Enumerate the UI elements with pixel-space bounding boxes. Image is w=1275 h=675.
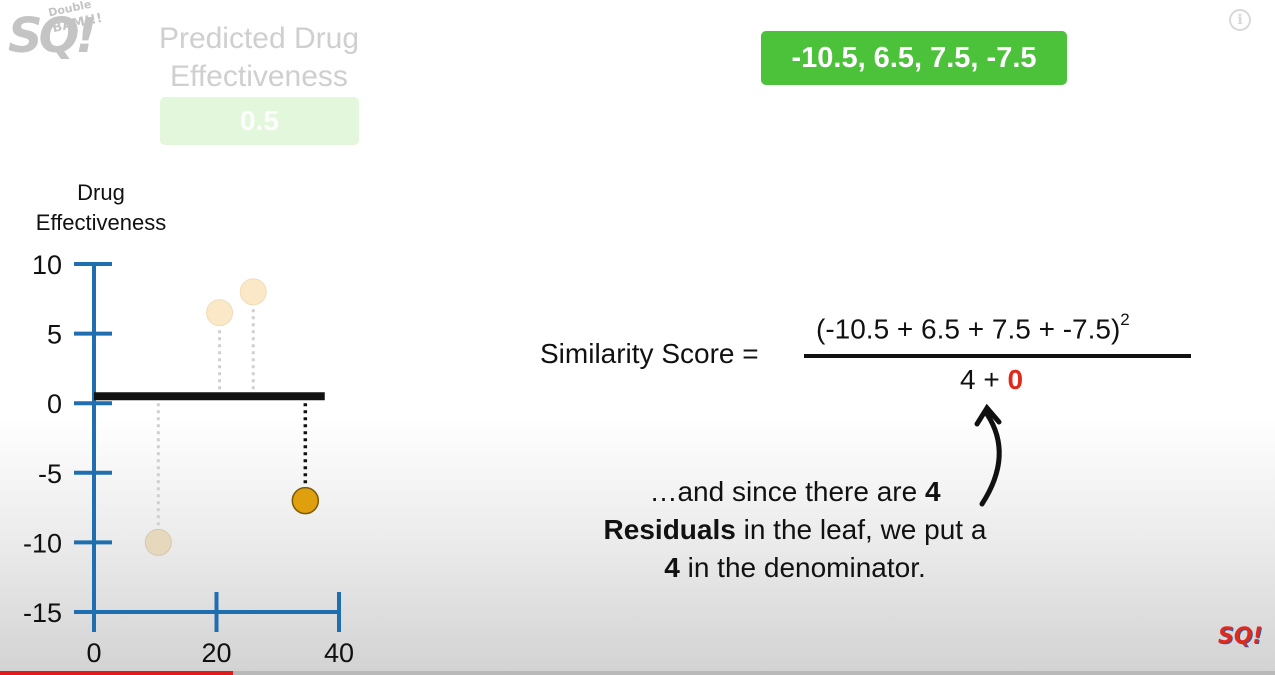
prediction-title-line1: Predicted Drug bbox=[158, 22, 360, 55]
logo-main-text: SQ! bbox=[8, 8, 97, 64]
statquest-logo: SQ! Double BAM!!! bbox=[2, 0, 104, 100]
video-progress-played bbox=[0, 671, 234, 675]
data-point bbox=[144, 528, 172, 556]
data-point bbox=[206, 299, 234, 327]
denominator-lambda: 0 bbox=[1007, 364, 1024, 395]
y-tick-label: -5 bbox=[38, 459, 62, 489]
y-tick-label: -15 bbox=[23, 598, 62, 628]
y-tick-label: 10 bbox=[32, 250, 62, 280]
info-icon[interactable]: i bbox=[1229, 9, 1251, 31]
data-point bbox=[239, 278, 267, 306]
x-tick-label: 0 bbox=[86, 638, 101, 668]
explanation-bold-residuals: Residuals bbox=[603, 514, 736, 545]
curved-arrow-icon bbox=[974, 403, 1002, 507]
explanation-bold-denominator-count: 4 bbox=[664, 552, 680, 583]
denominator-count: 4 + bbox=[960, 364, 1008, 395]
explanation-bold-count: 4 bbox=[924, 476, 941, 507]
residuals-badge: -10.5, 6.5, 7.5, -7.5 bbox=[761, 31, 1067, 85]
explanation-text: …and since there are 4 Residuals in the … bbox=[560, 473, 1030, 587]
chart-y-axis-label: Drug Effectiveness bbox=[20, 178, 182, 238]
prediction-title-line2: Effectiveness bbox=[170, 60, 348, 93]
x-tick-label: 40 bbox=[324, 638, 354, 668]
y-tick-label: -10 bbox=[23, 528, 62, 558]
formula-denominator: 4 + 0 bbox=[960, 364, 1023, 396]
fraction-bar bbox=[804, 354, 1191, 358]
x-tick-label: 20 bbox=[201, 638, 231, 668]
formula-numerator: (-10.5 + 6.5 + 7.5 + -7.5)2 bbox=[816, 310, 1130, 345]
similarity-score-label: Similarity Score = bbox=[540, 338, 759, 369]
explanation-part2: in the leaf, we put a bbox=[735, 514, 987, 545]
video-progress-bar[interactable] bbox=[0, 671, 1275, 675]
numerator-expression: (-10.5 + 6.5 + 7.5 + -7.5) bbox=[816, 313, 1121, 345]
predicted-drug-effectiveness-title: Predicted Drug Effectiveness bbox=[150, 20, 368, 96]
y-tick-label: 0 bbox=[47, 389, 62, 419]
y-axis-label-line1: Drug bbox=[77, 180, 125, 205]
prediction-value-box: 0.5 bbox=[160, 97, 359, 145]
explanation-part1: …and since there are bbox=[649, 476, 925, 507]
explanation-part3: in the denominator. bbox=[679, 552, 926, 583]
numerator-exponent: 2 bbox=[1120, 310, 1130, 329]
y-axis-label-line2: Effectiveness bbox=[35, 210, 167, 235]
corner-statquest-logo: SQ! bbox=[1218, 624, 1263, 649]
data-point bbox=[291, 486, 320, 515]
y-tick-label: 5 bbox=[47, 320, 62, 350]
